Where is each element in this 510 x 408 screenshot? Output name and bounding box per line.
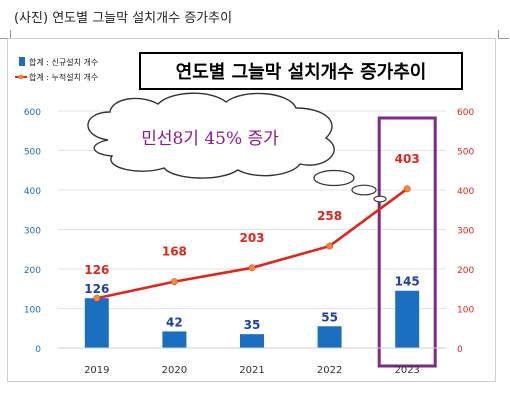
legend-line-label: 합계 : 누적설치 개수 xyxy=(29,72,98,82)
line-value-label: 403 xyxy=(395,152,420,166)
legend-bar-swatch xyxy=(19,57,25,66)
line-point xyxy=(326,242,334,250)
line-series xyxy=(93,185,411,302)
bar xyxy=(317,326,342,348)
y2-tick-label: 100 xyxy=(457,306,474,316)
bar-value-label: 35 xyxy=(244,318,261,332)
line-point xyxy=(248,264,256,272)
line-point xyxy=(170,278,178,286)
line-value-label: 258 xyxy=(317,209,342,223)
bar xyxy=(162,331,187,348)
bar xyxy=(84,298,109,348)
bar-value-label: 145 xyxy=(395,275,420,289)
y2-tick-label: 500 xyxy=(457,148,474,158)
axes: 0 100 200 300 400 500 600 0 100 200 300 400 500 600 20… xyxy=(24,108,475,376)
callout-cloud: 민선8기 45% 증가 xyxy=(87,92,387,203)
bar xyxy=(240,334,264,348)
data-labels: 126 42 35 55 145 126 168 203 258 403 xyxy=(84,152,419,332)
line-value-label: 168 xyxy=(162,245,187,259)
x-tick-label: 2021 xyxy=(239,365,264,376)
chart-title: 연도별 그늘막 설치개수 증가추이 xyxy=(176,62,427,83)
y-tick-label: 500 xyxy=(24,148,41,158)
x-tick-label: 2022 xyxy=(317,365,342,376)
bar xyxy=(395,290,420,348)
title-box: 연도별 그늘막 설치개수 증가추이 xyxy=(139,52,463,90)
legend-line-marker xyxy=(18,74,24,80)
legend-bar-label: 합계 : 신규설치 개수 xyxy=(29,57,98,67)
bar-value-label: 55 xyxy=(321,310,338,324)
legend: 합계 : 신규설치 개수 합계 : 누적설치 개수 xyxy=(15,57,98,82)
document-caption: (사진) 연도별 그늘막 설치개수 증가추이 xyxy=(14,11,233,26)
x-tick-label: 2019 xyxy=(84,365,109,376)
y2-tick-label: 600 xyxy=(457,108,474,118)
line-value-label: 203 xyxy=(239,231,264,245)
corner-mark-left xyxy=(0,30,11,39)
line-point xyxy=(93,294,101,302)
y-tick-label: 600 xyxy=(24,108,41,118)
bar-value-label: 126 xyxy=(84,282,109,296)
y2-tick-label: 400 xyxy=(457,187,474,197)
callout-text: 민선8기 45% 증가 xyxy=(141,129,279,149)
line-value-label: 126 xyxy=(84,263,109,277)
y2-tick-label: 0 xyxy=(457,345,463,355)
bar-value-label: 42 xyxy=(166,315,183,329)
highlight-rect xyxy=(377,116,437,368)
y-tick-label: 0 xyxy=(35,345,41,355)
x-tick-label: 2023 xyxy=(394,365,419,376)
y2-tick-label: 200 xyxy=(457,266,474,276)
y-tick-label: 300 xyxy=(24,227,41,237)
corner-mark-right xyxy=(498,30,509,39)
y2-tick-label: 300 xyxy=(457,227,474,237)
line-point xyxy=(403,185,411,193)
highlight-box xyxy=(377,116,437,368)
y-tick-label: 400 xyxy=(24,187,41,197)
x-tick-label: 2020 xyxy=(162,365,187,376)
y-tick-label: 200 xyxy=(24,266,41,276)
y-tick-label: 100 xyxy=(24,306,41,316)
bar-series xyxy=(84,290,420,348)
